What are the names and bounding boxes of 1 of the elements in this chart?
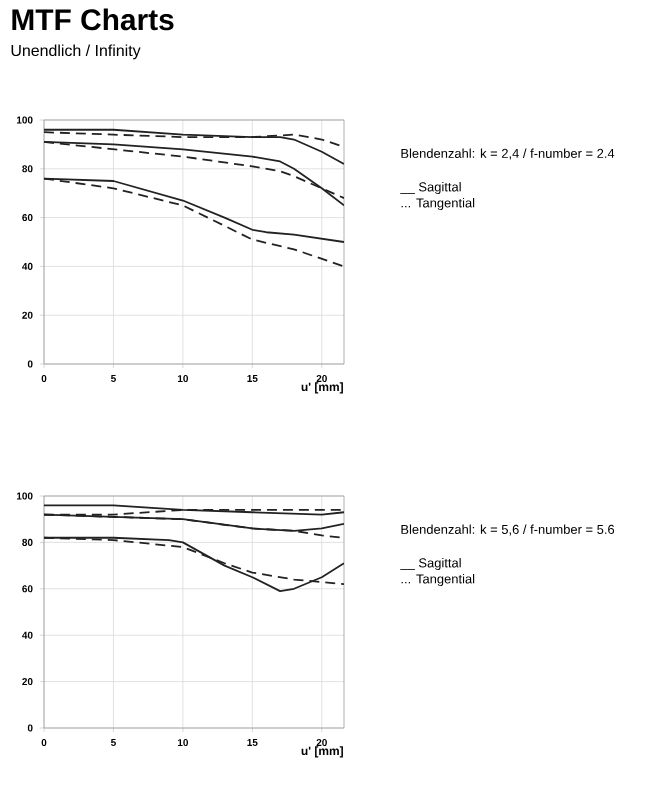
chart-title: MTF Charts <box>12 8 174 31</box>
